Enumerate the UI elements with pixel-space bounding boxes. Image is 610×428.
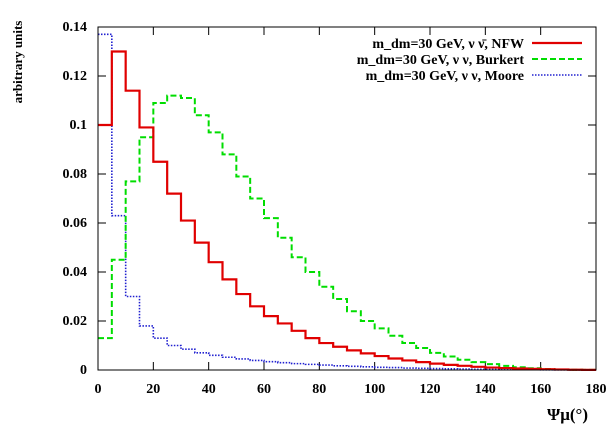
y-tick-label-0: 0 xyxy=(80,363,87,378)
x-tick-label-8: 160 xyxy=(530,382,551,397)
x-tick-label-7: 140 xyxy=(475,382,496,397)
y-tick-label-6: 0.12 xyxy=(63,69,88,84)
y-tick-label-1: 0.02 xyxy=(63,314,88,329)
legend-label-moore: m_dm=30 GeV, ν ν, Moore xyxy=(366,69,524,84)
series-burkert-line xyxy=(98,94,596,371)
legend: m_dm=30 GeV, ν ν̄, NFW m_dm=30 GeV, ν ν,… xyxy=(357,37,582,84)
y-tick-label-5: 0.1 xyxy=(70,118,88,133)
series-moore-line xyxy=(98,33,596,371)
x-tick-label-2: 40 xyxy=(202,382,216,397)
y-tick-label-4: 0.08 xyxy=(63,167,88,182)
x-tick-label-6: 120 xyxy=(420,382,441,397)
x-tick-label-0: 0 xyxy=(95,382,102,397)
x-tick-label-4: 80 xyxy=(312,382,326,397)
legend-label-burkert: m_dm=30 GeV, ν ν, Burkert xyxy=(357,53,525,68)
x-tick-label-3: 60 xyxy=(257,382,271,397)
legend-label-nfw: m_dm=30 GeV, ν ν̄, NFW xyxy=(372,37,524,52)
y-tick-label-3: 0.06 xyxy=(63,216,88,231)
series-nfw-line xyxy=(98,50,596,371)
y-tick-label-7: 0.14 xyxy=(63,20,88,35)
y-axis-title: arbitrary units xyxy=(10,21,25,104)
x-tick-label-5: 100 xyxy=(364,382,385,397)
x-tick-label-9: 180 xyxy=(586,382,607,397)
plot-frame xyxy=(97,26,597,371)
x-tick-label-1: 20 xyxy=(146,382,160,397)
x-axis-title: Ψμ(°) xyxy=(547,405,588,424)
y-tick-label-2: 0.04 xyxy=(63,265,88,280)
